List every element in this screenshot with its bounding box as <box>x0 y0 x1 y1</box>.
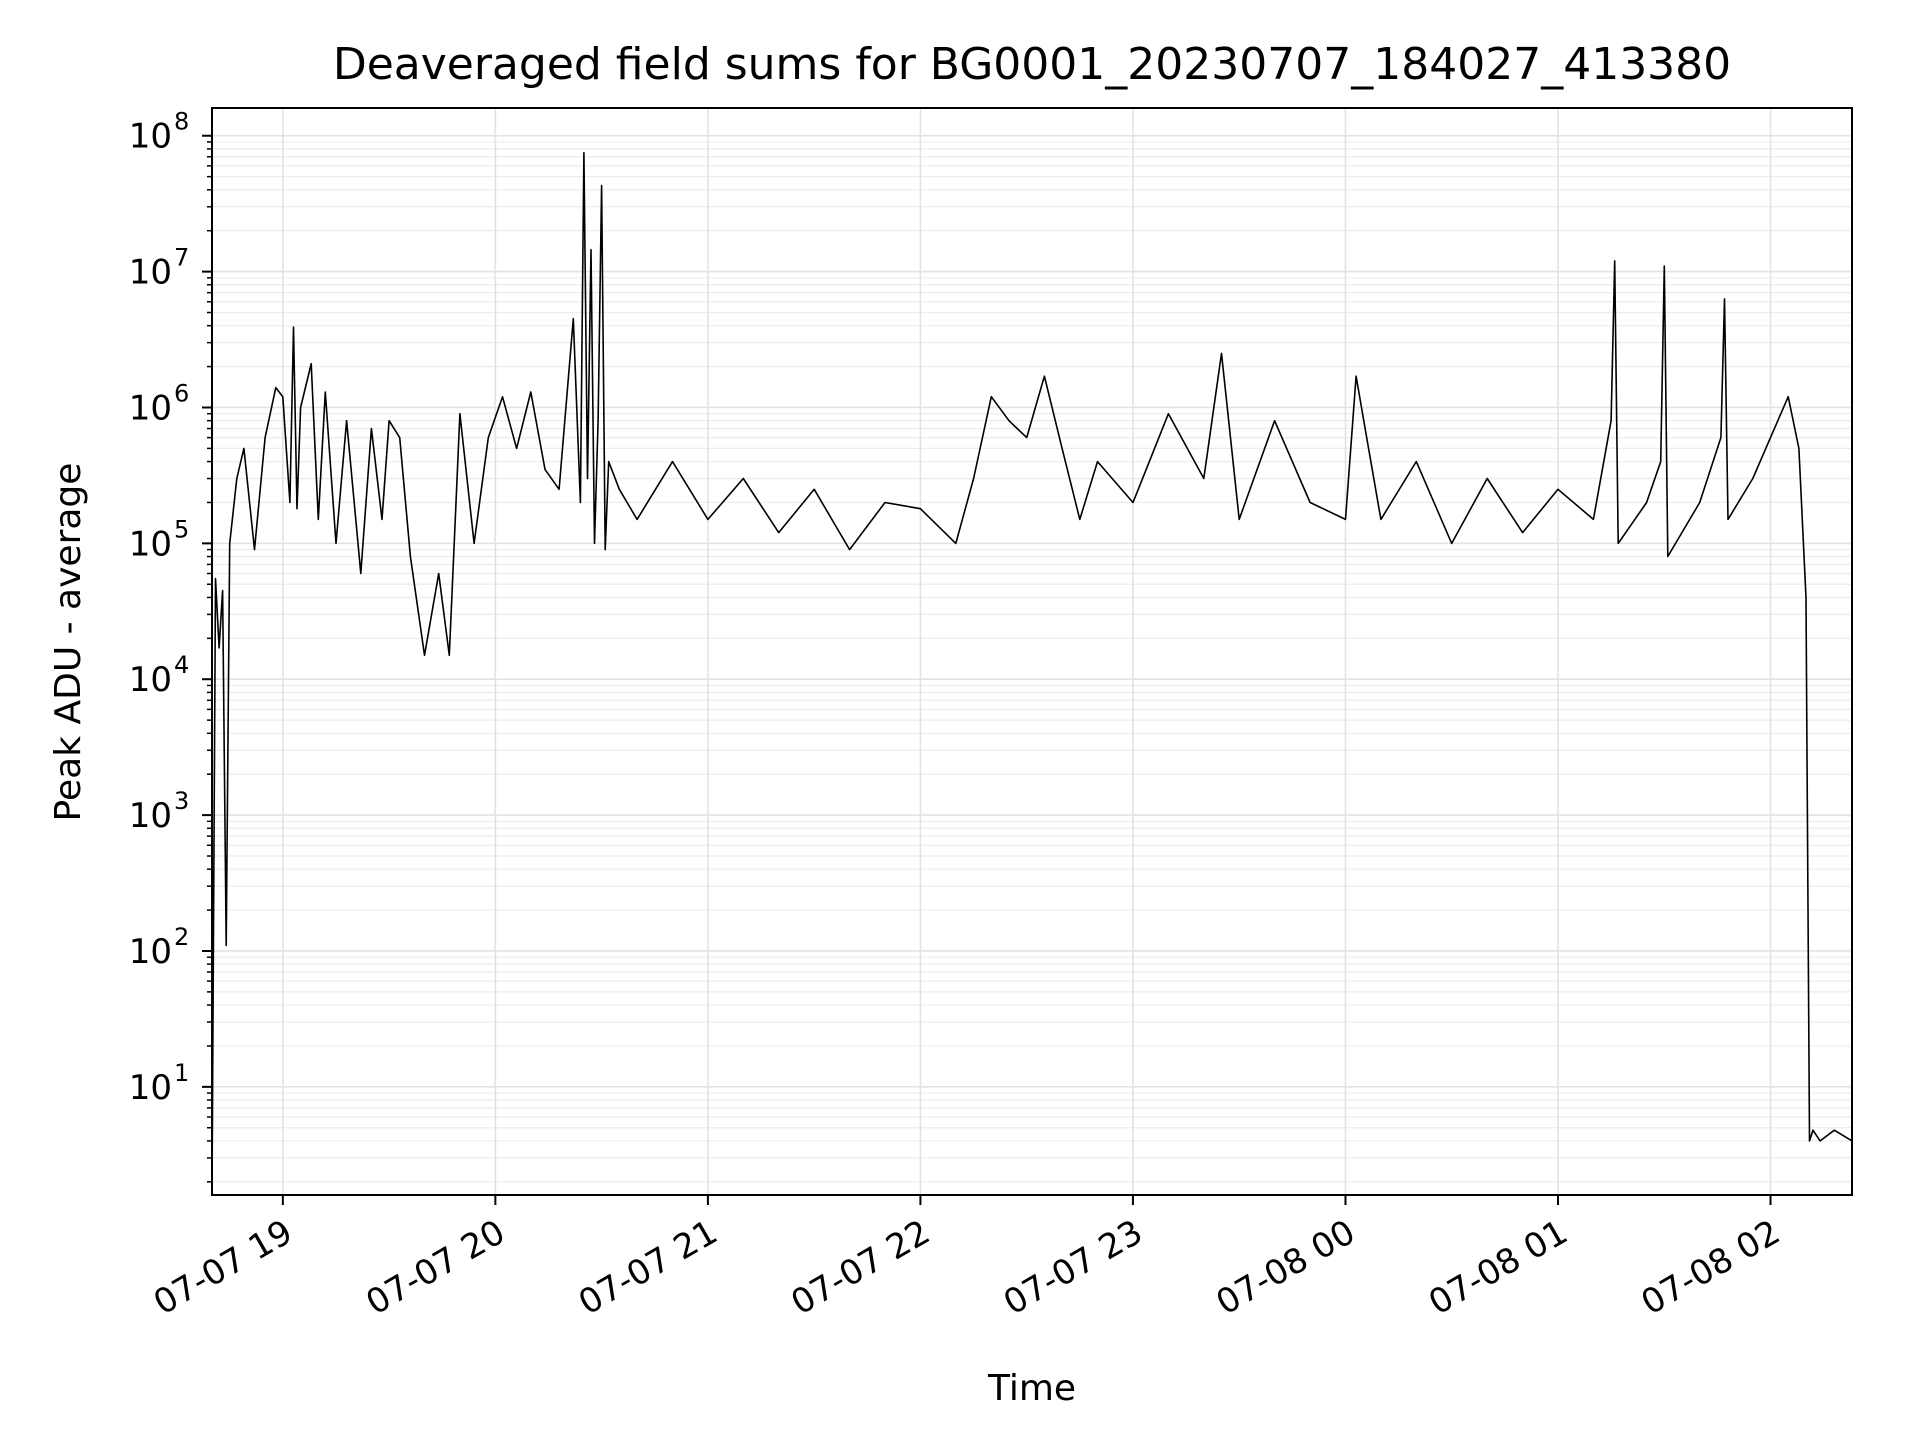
plot-line-group <box>211 151 1853 1196</box>
y-tick-exponent: 4 <box>174 651 189 679</box>
y-tick-exponent: 7 <box>174 244 189 272</box>
y-tick-label: 10 <box>129 388 172 428</box>
grid <box>212 108 1852 1195</box>
y-tick-exponent: 5 <box>174 515 189 543</box>
y-tick-exponent: 1 <box>174 1059 189 1087</box>
y-tick-label: 10 <box>129 932 172 972</box>
series-line <box>211 151 1853 1196</box>
y-tick-label: 10 <box>129 524 172 564</box>
y-tick-label: 10 <box>129 660 172 700</box>
y-tick-label: 10 <box>129 1068 172 1108</box>
y-tick-exponent: 6 <box>174 379 189 407</box>
chart-title: Deaveraged field sums for BG0001_2023070… <box>333 39 1731 90</box>
plot-frame <box>211 107 1853 1196</box>
y-tick-exponent: 8 <box>174 108 189 136</box>
y-tick-exponent: 3 <box>174 787 189 815</box>
y-tick-label: 10 <box>129 117 172 157</box>
y-tick-exponent: 2 <box>174 923 189 951</box>
y-axis-label: Peak ADU - average <box>48 463 89 822</box>
y-tick-label: 10 <box>129 796 172 836</box>
x-axis-label: Time <box>987 1368 1076 1409</box>
y-tick-label: 10 <box>129 253 172 293</box>
